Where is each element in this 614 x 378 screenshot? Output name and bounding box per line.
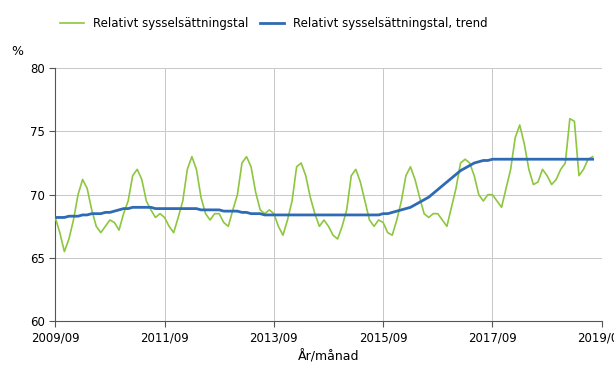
Relativt sysselsättningstal — [516, 123, 523, 127]
Relativt sysselsättningstal — [589, 154, 596, 159]
Relativt sysselsättningstal, trend — [443, 180, 451, 184]
Relativt sysselsättningstal — [225, 224, 232, 229]
Relativt sysselsättningstal, trend — [589, 157, 596, 161]
Relativt sysselsättningstal, trend — [489, 157, 496, 161]
Line: Relativt sysselsättningstal, trend: Relativt sysselsättningstal, trend — [55, 159, 593, 217]
Relativt sysselsättningstal — [61, 249, 68, 254]
Relativt sysselsättningstal, trend — [220, 209, 227, 214]
Relativt sysselsättningstal, trend — [52, 215, 59, 220]
Relativt sysselsättningstal, trend — [516, 157, 523, 161]
X-axis label: År/månad: År/månad — [298, 350, 359, 364]
Relativt sysselsättningstal — [448, 205, 455, 209]
Relativt sysselsättningstal — [52, 215, 59, 220]
Relativt sysselsättningstal, trend — [366, 213, 373, 217]
Relativt sysselsättningstal — [566, 116, 573, 121]
Relativt sysselsättningstal — [489, 192, 496, 197]
Relativt sysselsättningstal — [165, 224, 173, 229]
Relativt sysselsättningstal, trend — [484, 158, 492, 163]
Relativt sysselsättningstal — [370, 224, 378, 229]
Y-axis label: %: % — [11, 45, 23, 58]
Line: Relativt sysselsättningstal: Relativt sysselsättningstal — [55, 119, 593, 252]
Relativt sysselsättningstal, trend — [161, 206, 168, 211]
Legend: Relativt sysselsättningstal, Relativt sysselsättningstal, trend: Relativt sysselsättningstal, Relativt sy… — [55, 12, 492, 35]
